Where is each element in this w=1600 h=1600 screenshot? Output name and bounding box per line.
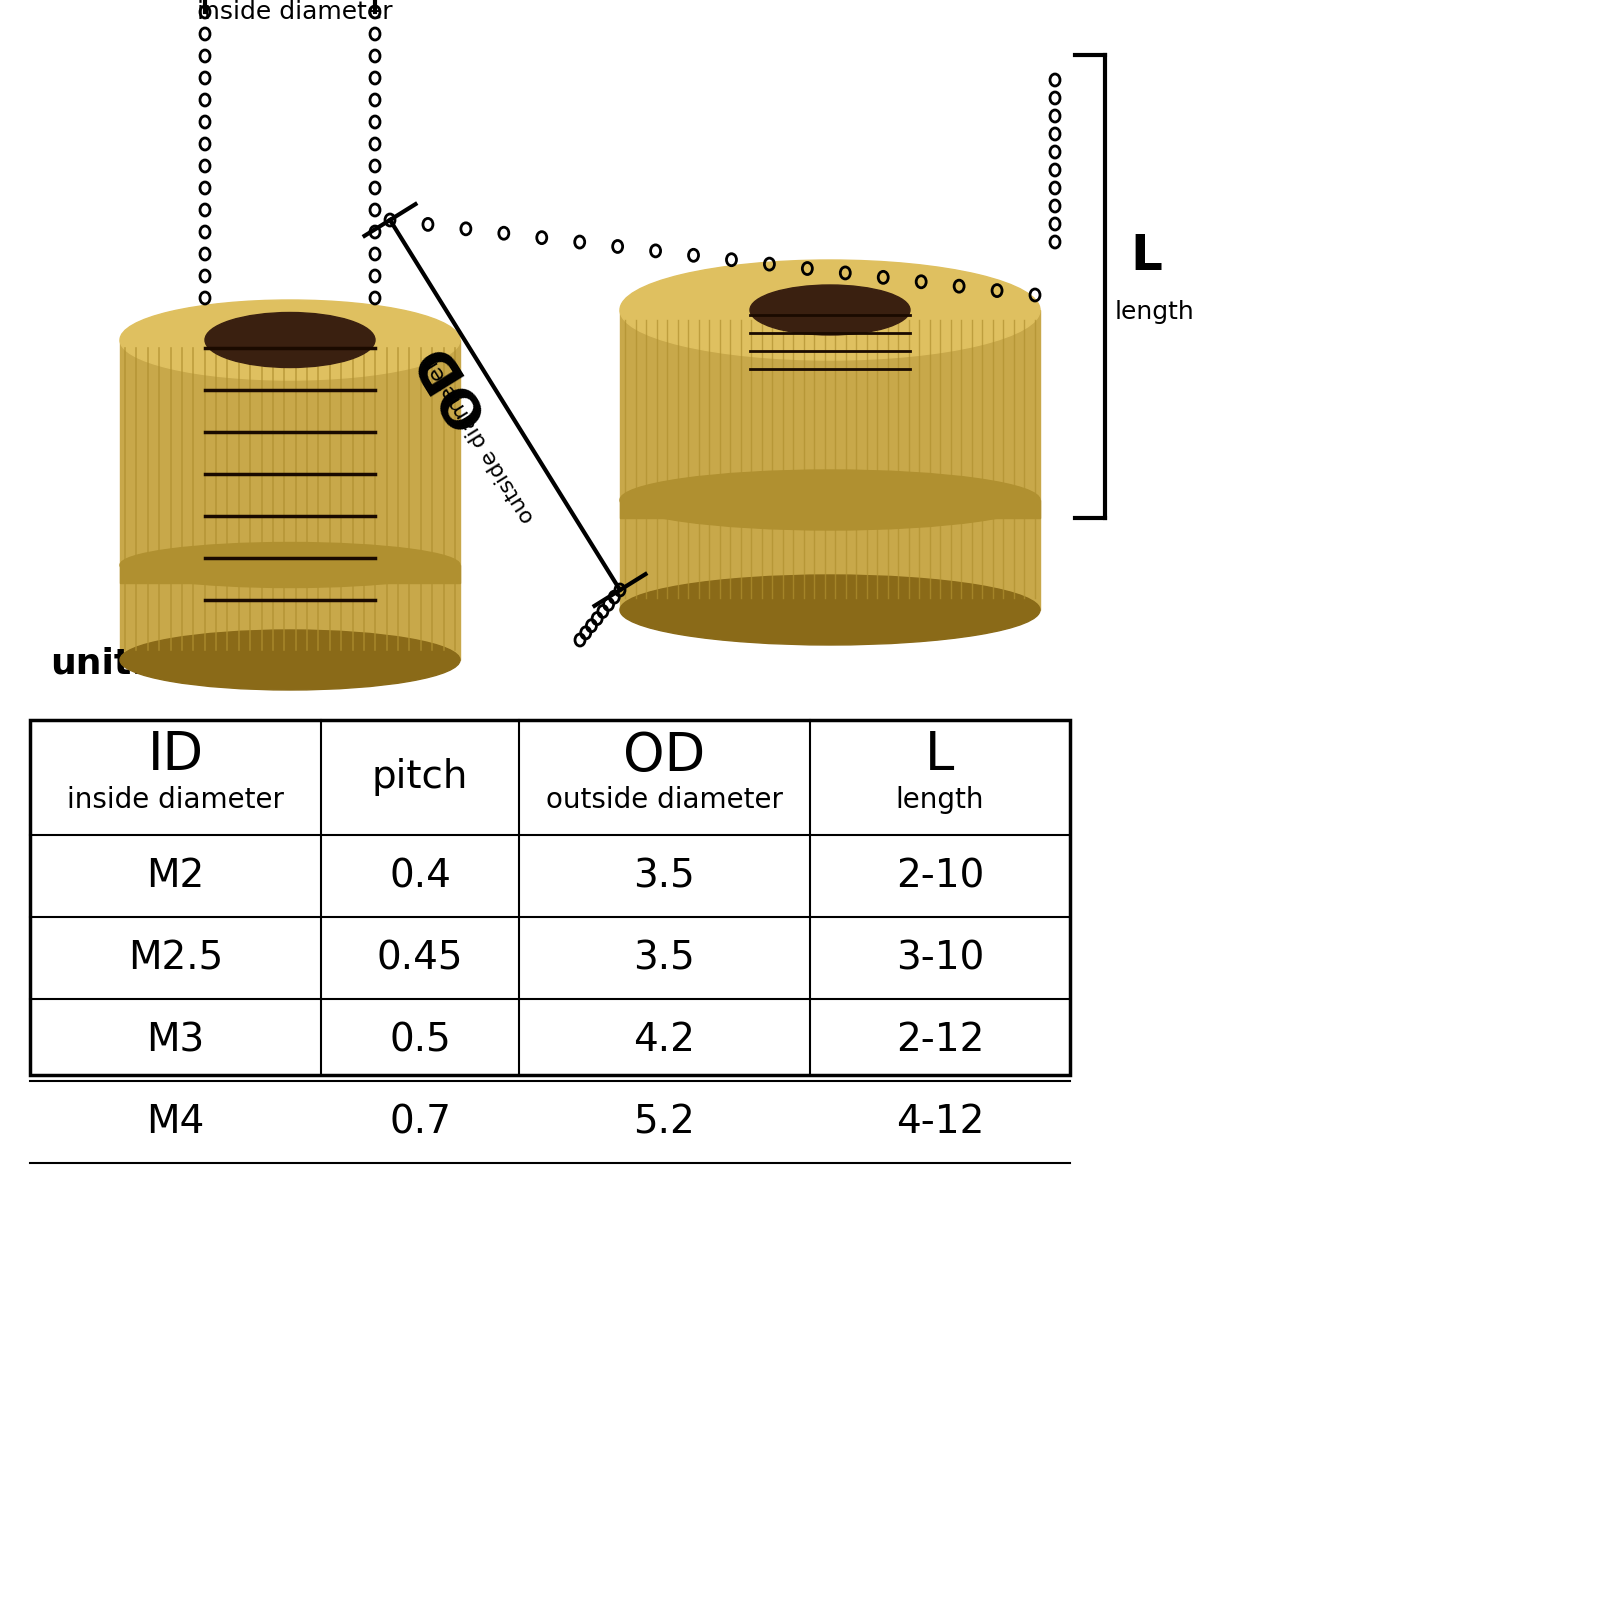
Text: M4: M4 bbox=[147, 1102, 205, 1141]
Text: M2: M2 bbox=[147, 858, 205, 894]
Text: length: length bbox=[896, 786, 984, 813]
Text: L: L bbox=[925, 730, 955, 781]
Text: 2-10: 2-10 bbox=[896, 858, 984, 894]
Text: L: L bbox=[1130, 232, 1162, 280]
Text: 3.5: 3.5 bbox=[634, 939, 696, 978]
Bar bbox=[120, 565, 461, 582]
Text: OD: OD bbox=[624, 730, 706, 781]
Text: inside diameter: inside diameter bbox=[67, 786, 285, 813]
Text: 0.4: 0.4 bbox=[389, 858, 451, 894]
Text: pitch: pitch bbox=[371, 758, 469, 797]
Ellipse shape bbox=[120, 301, 461, 379]
Text: M3: M3 bbox=[147, 1021, 205, 1059]
Bar bbox=[120, 341, 461, 659]
Text: 0.7: 0.7 bbox=[389, 1102, 451, 1141]
Text: 4.2: 4.2 bbox=[634, 1021, 696, 1059]
Text: 0.45: 0.45 bbox=[376, 939, 464, 978]
Ellipse shape bbox=[120, 630, 461, 690]
Text: 3-10: 3-10 bbox=[896, 939, 984, 978]
Text: 2-12: 2-12 bbox=[896, 1021, 984, 1059]
Text: ID: ID bbox=[147, 730, 203, 781]
Bar bbox=[30, 720, 1070, 1075]
Bar bbox=[621, 499, 1040, 518]
Text: 5.2: 5.2 bbox=[634, 1102, 696, 1141]
Text: inside diameter: inside diameter bbox=[197, 0, 394, 24]
Ellipse shape bbox=[750, 285, 910, 334]
Bar bbox=[621, 310, 1040, 610]
Text: 0.5: 0.5 bbox=[389, 1021, 451, 1059]
Text: 3.5: 3.5 bbox=[634, 858, 696, 894]
Text: outside diameter: outside diameter bbox=[546, 786, 782, 813]
Text: 4-12: 4-12 bbox=[896, 1102, 984, 1141]
Ellipse shape bbox=[120, 542, 461, 587]
Text: outside diameter: outside diameter bbox=[421, 354, 539, 526]
Ellipse shape bbox=[621, 574, 1040, 645]
Text: length: length bbox=[1115, 299, 1195, 323]
Ellipse shape bbox=[621, 470, 1040, 530]
Ellipse shape bbox=[621, 259, 1040, 360]
Text: M2.5: M2.5 bbox=[128, 939, 224, 978]
Text: unit:mm: unit:mm bbox=[50, 646, 221, 680]
Ellipse shape bbox=[205, 312, 374, 368]
Text: OD: OD bbox=[405, 333, 496, 437]
